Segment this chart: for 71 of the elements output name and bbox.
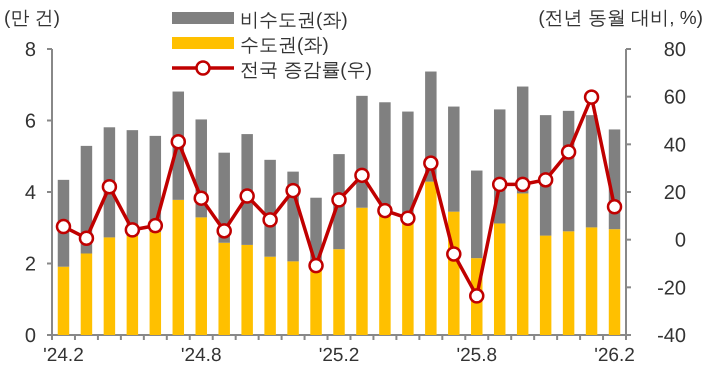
bar — [494, 223, 506, 335]
point — [538, 172, 554, 188]
bar — [516, 193, 528, 335]
point — [423, 155, 439, 171]
y2-tick-label: -40 — [657, 325, 686, 347]
y2-tick-label: -20 — [657, 277, 686, 300]
y-tick-label: 6 — [24, 110, 36, 132]
x-tick-label: '24.8 — [180, 345, 222, 366]
y2-tick-label: 60 — [664, 86, 686, 109]
point — [354, 168, 370, 184]
point — [560, 144, 576, 160]
bar — [196, 217, 207, 335]
point — [239, 188, 255, 204]
y2-axis-title: (전년 동월 대비, %) — [538, 8, 703, 29]
y-tick-label: 4 — [24, 182, 36, 204]
bar — [172, 200, 184, 335]
bar — [241, 244, 253, 335]
y-tick-label: 0 — [24, 325, 36, 347]
bar — [356, 208, 368, 335]
bar — [448, 106, 460, 212]
point — [216, 223, 232, 239]
point — [331, 192, 347, 208]
bar — [104, 237, 116, 335]
bar — [287, 261, 299, 335]
point — [285, 182, 301, 198]
y-tick-label: 8 — [24, 39, 36, 61]
y-tick-label: 2 — [24, 254, 36, 276]
bar — [264, 256, 276, 335]
legend-label: 수도권(좌) — [240, 35, 329, 56]
point — [102, 179, 118, 195]
point — [584, 89, 600, 105]
point — [377, 202, 393, 218]
x-tick-label: '25.2 — [318, 345, 360, 366]
bar — [471, 170, 482, 258]
bar — [310, 270, 322, 335]
y2-tick-label: 0 — [674, 230, 686, 252]
bar — [333, 249, 345, 335]
y2-tick-label: 40 — [664, 134, 686, 156]
bar — [562, 231, 574, 335]
bar — [586, 227, 598, 335]
bar — [540, 236, 552, 335]
x-tick-label: '25.8 — [456, 345, 498, 366]
x-tick-label: '24.2 — [43, 345, 84, 366]
point — [170, 134, 186, 150]
point — [308, 258, 324, 274]
bar — [218, 242, 230, 335]
y2-tick-label: 80 — [664, 39, 686, 61]
point — [469, 288, 485, 304]
point — [400, 210, 416, 226]
y-axis-title: (만 건) — [4, 8, 60, 29]
point — [148, 218, 164, 234]
bar — [126, 236, 138, 335]
point — [446, 246, 462, 262]
legend-label: 전국 증감률(우) — [240, 60, 372, 81]
point — [262, 212, 278, 228]
point — [492, 176, 508, 192]
x-tick-label: '26.2 — [594, 345, 635, 366]
bar — [425, 182, 437, 335]
point — [124, 222, 140, 238]
bar — [608, 229, 620, 335]
bar — [586, 115, 598, 228]
point — [78, 230, 94, 246]
legend-label: 비수도권(좌) — [240, 10, 348, 31]
point — [606, 199, 622, 215]
y2-tick-label: 20 — [664, 182, 686, 204]
point — [193, 190, 209, 206]
bar — [58, 266, 70, 335]
point — [56, 218, 72, 234]
point — [514, 176, 530, 192]
bar — [150, 232, 162, 335]
bar — [80, 253, 92, 335]
